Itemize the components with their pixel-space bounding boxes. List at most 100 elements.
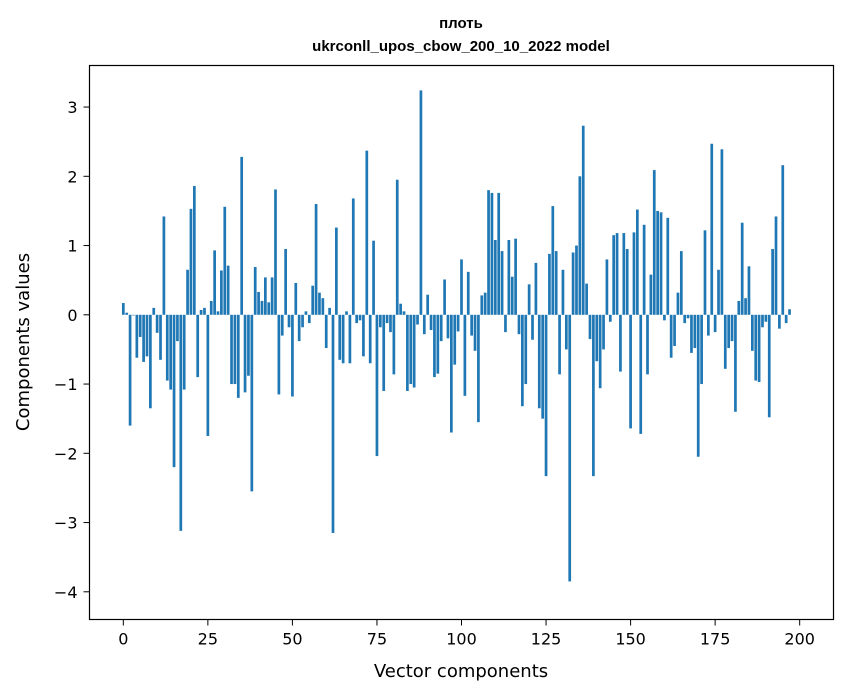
bar bbox=[439, 314, 443, 342]
bar bbox=[223, 206, 227, 315]
bar bbox=[595, 314, 599, 362]
bar bbox=[473, 314, 477, 351]
bar bbox=[399, 303, 402, 315]
bar bbox=[429, 314, 433, 331]
bar bbox=[297, 314, 301, 342]
bar bbox=[487, 190, 490, 315]
chart-title-line-1: плоть bbox=[439, 15, 483, 32]
bar bbox=[257, 291, 260, 315]
bar bbox=[355, 314, 359, 324]
bar bbox=[186, 269, 189, 315]
bar bbox=[558, 314, 561, 375]
bar bbox=[358, 314, 362, 321]
bar bbox=[264, 277, 267, 315]
bar bbox=[500, 251, 504, 315]
y-tick-label: 1 bbox=[67, 237, 77, 256]
bar bbox=[341, 314, 345, 364]
bar bbox=[240, 156, 244, 315]
bar bbox=[152, 307, 156, 315]
bar bbox=[619, 314, 622, 372]
bar bbox=[602, 314, 605, 350]
bar bbox=[622, 233, 626, 315]
bar bbox=[571, 252, 575, 315]
bar bbox=[585, 283, 588, 315]
bar bbox=[453, 314, 457, 365]
bar bbox=[284, 249, 287, 315]
bar bbox=[172, 314, 176, 468]
bar bbox=[598, 314, 602, 389]
bar bbox=[510, 276, 514, 315]
bar bbox=[331, 314, 335, 533]
bar bbox=[734, 314, 737, 412]
bar bbox=[625, 249, 629, 315]
bar bbox=[514, 238, 517, 315]
bar bbox=[564, 314, 568, 350]
bar bbox=[747, 266, 751, 315]
bar bbox=[179, 314, 183, 531]
bar bbox=[646, 314, 649, 375]
bar bbox=[615, 233, 619, 315]
bar bbox=[541, 314, 545, 419]
bar bbox=[206, 314, 210, 436]
bar bbox=[744, 298, 747, 315]
bar bbox=[703, 230, 707, 315]
bar bbox=[236, 314, 240, 398]
bar bbox=[652, 170, 656, 315]
x-tick-label: 0 bbox=[118, 630, 128, 649]
bar bbox=[778, 314, 781, 329]
bar bbox=[463, 314, 467, 396]
bar bbox=[233, 314, 237, 385]
bar bbox=[446, 314, 450, 339]
bar bbox=[155, 314, 159, 333]
bar bbox=[138, 314, 142, 337]
bar bbox=[537, 314, 541, 409]
bar bbox=[649, 274, 653, 315]
bar bbox=[707, 314, 710, 336]
bar bbox=[690, 314, 693, 353]
bar bbox=[727, 314, 731, 349]
x-tick-label: 200 bbox=[784, 630, 815, 649]
bar bbox=[372, 240, 375, 315]
y-tick-label: −3 bbox=[54, 514, 78, 533]
bar bbox=[524, 314, 528, 385]
bar bbox=[493, 240, 497, 315]
bar bbox=[723, 314, 727, 369]
bar bbox=[260, 300, 264, 315]
y-tick-label: 3 bbox=[67, 98, 77, 117]
bar bbox=[531, 314, 534, 340]
bar bbox=[700, 314, 703, 385]
y-tick-label: 0 bbox=[67, 306, 77, 325]
bar bbox=[209, 300, 213, 315]
bar bbox=[192, 185, 196, 315]
bar bbox=[318, 292, 321, 315]
y-tick-label: −2 bbox=[54, 444, 78, 463]
bar bbox=[433, 314, 436, 378]
bar bbox=[713, 314, 717, 333]
bar bbox=[365, 150, 369, 315]
bar bbox=[568, 314, 572, 582]
bar bbox=[291, 314, 294, 397]
bar bbox=[740, 222, 744, 315]
bar bbox=[189, 208, 193, 315]
bar bbox=[636, 209, 639, 315]
bar bbox=[771, 249, 774, 315]
bar bbox=[395, 179, 399, 315]
y-tick-label: −1 bbox=[54, 375, 78, 394]
bar bbox=[132, 314, 135, 316]
bar bbox=[196, 314, 200, 378]
bar bbox=[774, 216, 778, 315]
bar bbox=[121, 303, 125, 315]
bar bbox=[280, 314, 284, 336]
bar bbox=[642, 224, 646, 315]
bar bbox=[213, 250, 216, 315]
bar bbox=[142, 314, 145, 362]
bar bbox=[456, 314, 460, 332]
bar bbox=[267, 302, 271, 315]
bar bbox=[287, 314, 291, 328]
bar bbox=[314, 204, 318, 315]
bar bbox=[504, 314, 507, 333]
bar bbox=[521, 314, 524, 407]
bar bbox=[517, 314, 521, 335]
bar bbox=[176, 314, 179, 342]
bar bbox=[135, 314, 139, 358]
